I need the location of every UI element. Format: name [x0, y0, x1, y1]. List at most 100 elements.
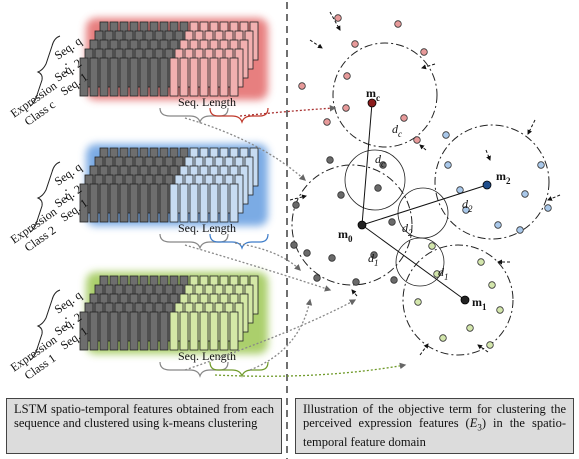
cluster-boundary	[291, 164, 413, 286]
feature-point	[400, 114, 408, 122]
feature-bar	[119, 57, 129, 97]
brace	[159, 233, 229, 250]
feature-point	[544, 204, 552, 212]
feature-point	[374, 184, 382, 192]
feature-bar	[169, 311, 179, 351]
brace	[209, 361, 269, 378]
centroid-label: mc	[366, 86, 380, 103]
brace	[209, 233, 269, 250]
centroid	[357, 220, 367, 230]
centroid-label: m1	[472, 295, 487, 312]
feature-bar	[79, 57, 89, 97]
feature-bar	[159, 57, 169, 97]
feature-point	[428, 242, 436, 250]
feature-point	[313, 274, 321, 282]
link-arrow	[234, 242, 301, 271]
feature-bar	[179, 183, 189, 223]
feature-bar	[159, 183, 169, 223]
feature-bar	[89, 57, 99, 97]
feature-point	[516, 226, 524, 234]
feature-point	[352, 278, 360, 286]
feature-point	[334, 14, 342, 22]
centroid-label-sub: 1	[482, 302, 487, 312]
distance-label-sub: 2	[408, 228, 413, 238]
feature-bar	[129, 57, 139, 97]
centroid-label-sub: c	[376, 93, 380, 103]
distance-label: dc	[392, 122, 402, 139]
centroid-label: m2	[496, 169, 511, 186]
ellipsis: ⋮	[60, 61, 72, 75]
feature-bar	[169, 183, 179, 223]
centroid-label-main: m	[366, 86, 376, 100]
caption-symbol: E	[469, 416, 478, 430]
feature-point	[351, 40, 359, 48]
link-arrow	[184, 244, 332, 292]
feature-point	[477, 258, 485, 266]
feature-bar	[109, 311, 119, 351]
cluster-boundary	[434, 124, 550, 240]
feature-bar	[149, 311, 159, 351]
centroid-label: m0	[338, 227, 353, 244]
feature-point	[439, 334, 447, 342]
feature-bar	[199, 311, 209, 351]
feature-point	[390, 276, 398, 284]
centroid-label-main: m	[496, 169, 506, 183]
distance-label: d1	[368, 251, 379, 268]
brace	[29, 289, 61, 361]
caption-text: ) in the spatio-temporal feature domain	[303, 416, 566, 449]
feature-point	[488, 281, 496, 289]
distance-label-main: d	[392, 122, 399, 136]
feature-bar	[179, 57, 189, 97]
link-arrow	[239, 105, 337, 117]
caption-sub: 3	[477, 422, 482, 433]
feature-point	[303, 249, 311, 257]
feature-point	[343, 72, 351, 80]
length-label: Seq. Length	[178, 95, 236, 109]
distance-line	[361, 224, 466, 301]
length-label: Seq. Length	[178, 349, 236, 363]
feature-point	[370, 251, 378, 259]
distance-label-sub: 2	[468, 204, 473, 214]
feature-point	[290, 241, 298, 249]
feature-bar	[229, 311, 239, 351]
distance-label: d2	[402, 221, 413, 238]
pull-arrow	[419, 144, 427, 151]
centroid	[460, 295, 470, 305]
cluster-boundary	[332, 42, 438, 148]
feature-point	[494, 221, 502, 229]
feature-bar	[119, 311, 129, 351]
feature-bar	[209, 57, 219, 97]
feature-point	[413, 136, 421, 144]
feature-bar	[89, 183, 99, 223]
distance-label-sub: 1	[374, 258, 379, 268]
pull-arrow	[527, 119, 536, 135]
feature-point	[342, 104, 350, 112]
caption-text: Illustration of the objective term for c…	[303, 402, 566, 430]
feature-bar	[149, 183, 159, 223]
feature-bar	[229, 183, 239, 223]
feature-bar	[79, 311, 89, 351]
feature-point	[466, 324, 474, 332]
distance-label-main: d	[402, 221, 409, 235]
feature-bar	[209, 183, 219, 223]
ellipsis: ⋮	[60, 187, 72, 201]
feature-bar	[229, 57, 239, 97]
feature-point	[442, 131, 450, 139]
feature-bar	[159, 311, 169, 351]
centroid-label-main: m	[338, 227, 348, 241]
distance-label-sub: 1	[444, 272, 449, 282]
pull-arrow	[477, 344, 489, 353]
pull-arrow	[309, 39, 323, 49]
distance-label-main: d	[368, 251, 375, 265]
feature-point	[328, 254, 336, 262]
pull-arrow	[289, 194, 307, 201]
pull-arrow	[329, 11, 341, 31]
feature-point	[394, 20, 402, 28]
feature-bar	[219, 311, 229, 351]
feature-bar	[139, 311, 149, 351]
left-caption: LSTM spatio-temporal features obtained f…	[6, 398, 282, 454]
